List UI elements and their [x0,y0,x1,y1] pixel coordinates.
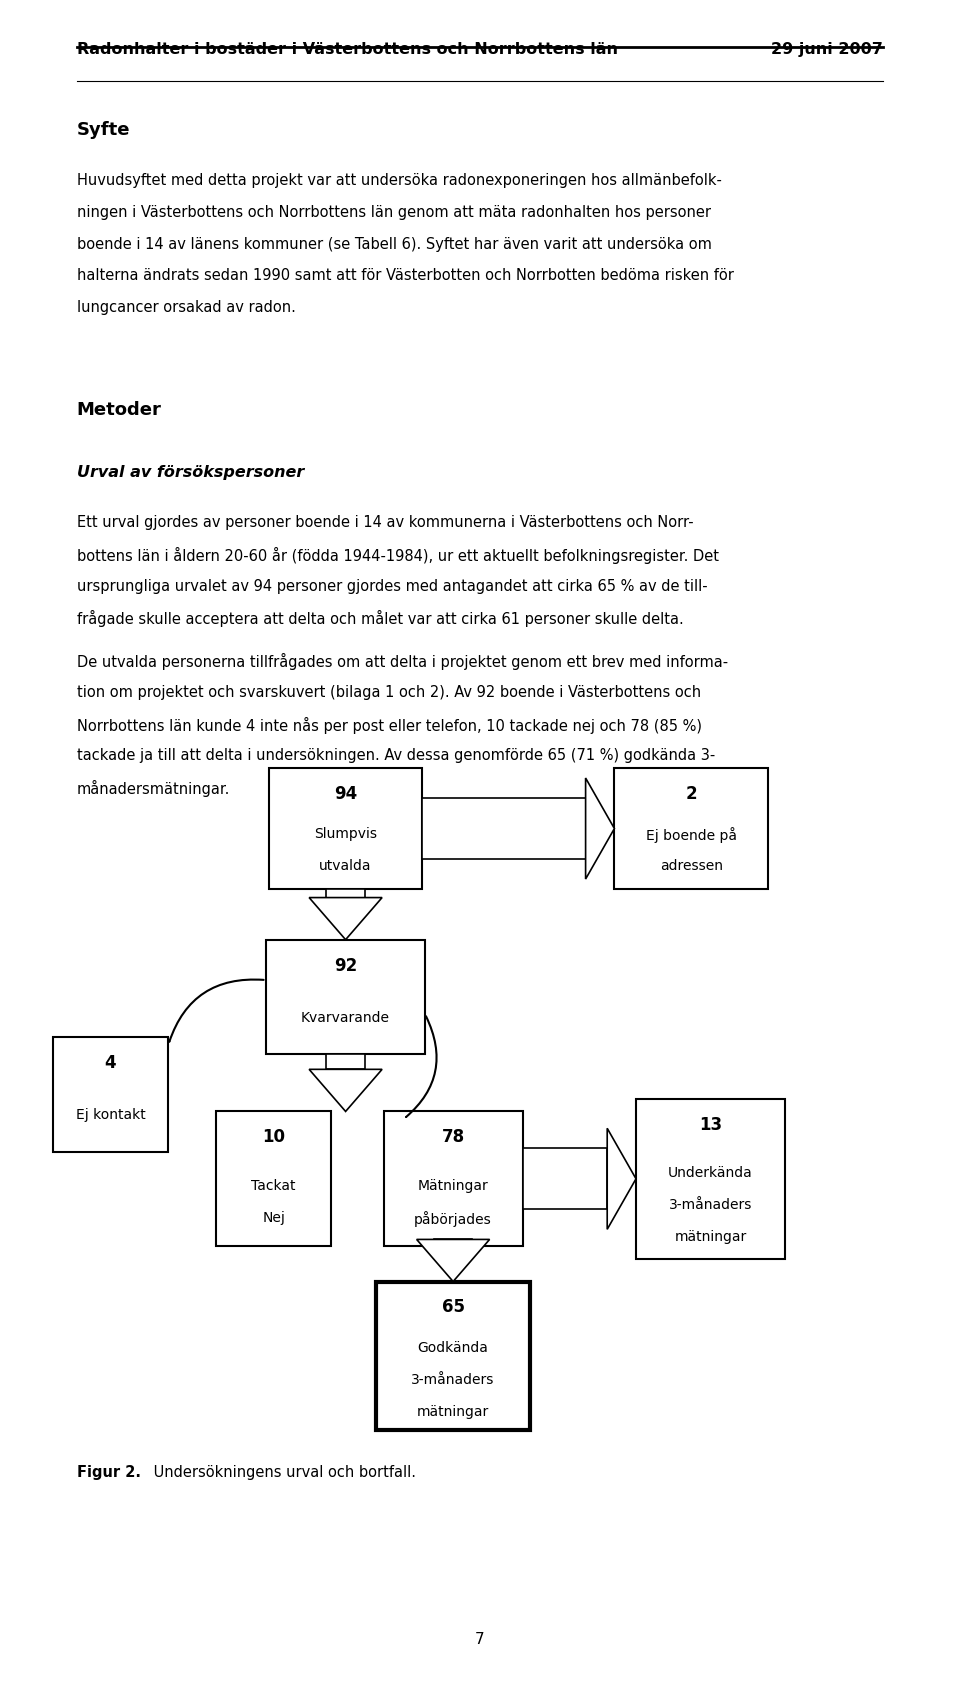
Text: adressen: adressen [660,859,723,872]
Text: Ett urval gjordes av personer boende i 14 av kommunerna i Västerbottens och Norr: Ett urval gjordes av personer boende i 1… [77,515,693,530]
FancyArrowPatch shape [406,1015,437,1116]
Text: ursprungliga urvalet av 94 personer gjordes med antagandet att cirka 65 % av de : ursprungliga urvalet av 94 personer gjor… [77,579,708,594]
Text: tion om projektet och svarskuvert (bilaga 1 och 2). Av 92 boende i Västerbottens: tion om projektet och svarskuvert (bilag… [77,685,701,701]
Polygon shape [309,898,382,940]
Text: Undersökningens urval och bortfall.: Undersökningens urval och bortfall. [149,1465,416,1480]
Text: bottens län i åldern 20-60 år (födda 1944-1984), ur ett aktuellt befolkningsregi: bottens län i åldern 20-60 år (födda 194… [77,547,719,564]
Text: boende i 14 av länens kommuner (se Tabell 6). Syftet har även varit att undersök: boende i 14 av länens kommuner (se Tabel… [77,237,711,253]
Text: Ej boende på: Ej boende på [646,827,736,844]
Text: 7: 7 [475,1632,485,1647]
Polygon shape [417,1239,490,1282]
Text: Radonhalter i bostäder i Västerbottens och Norrbottens län: Radonhalter i bostäder i Västerbottens o… [77,42,618,57]
Text: Slumpvis: Slumpvis [314,827,377,840]
Text: 13: 13 [699,1115,722,1133]
Polygon shape [607,1128,636,1229]
Text: Norrbottens län kunde 4 inte nås per post eller telefon, 10 tackade nej och 78 (: Norrbottens län kunde 4 inte nås per pos… [77,717,702,734]
Text: 94: 94 [334,785,357,803]
Text: lungcancer orsakad av radon.: lungcancer orsakad av radon. [77,300,296,315]
Bar [376,1282,530,1430]
Text: utvalda: utvalda [320,859,372,872]
Text: 3-månaders: 3-månaders [412,1374,494,1388]
Text: påbörjades: påbörjades [415,1211,492,1228]
Bar [266,940,424,1054]
Text: 78: 78 [442,1128,465,1147]
Text: 65: 65 [442,1298,465,1317]
Polygon shape [586,778,614,879]
Text: halterna ändrats sedan 1990 samt att för Västerbotten och Norrbotten bedöma risk: halterna ändrats sedan 1990 samt att för… [77,268,733,283]
Polygon shape [309,1069,382,1111]
Text: Underkända: Underkända [668,1165,753,1180]
Bar [326,1054,365,1069]
Bar [434,1239,472,1246]
Text: ningen i Västerbottens och Norrbottens län genom att mäta radonhalten hos person: ningen i Västerbottens och Norrbottens l… [77,205,710,221]
FancyArrowPatch shape [169,980,264,1042]
Text: Ej kontakt: Ej kontakt [76,1108,145,1122]
Text: mätningar: mätningar [674,1229,747,1244]
Bar [326,889,365,898]
Bar [269,768,422,889]
Text: Huvudsyftet med detta projekt var att undersöka radonexponeringen hos allmänbefo: Huvudsyftet med detta projekt var att un… [77,173,722,189]
Bar [383,1111,522,1246]
Text: Godkända: Godkända [418,1342,489,1356]
Text: 29 juni 2007: 29 juni 2007 [771,42,883,57]
Bar [522,1148,608,1209]
Bar [53,1037,168,1152]
Bar [422,798,586,859]
Text: 10: 10 [262,1128,285,1147]
Text: Urval av försökspersoner: Urval av försökspersoner [77,465,304,480]
Text: mätningar: mätningar [417,1406,490,1420]
Text: 3-månaders: 3-månaders [669,1197,752,1212]
Text: Figur 2.: Figur 2. [77,1465,141,1480]
Bar [636,1098,784,1260]
Text: Metoder: Metoder [77,401,161,419]
Text: Tackat: Tackat [252,1179,296,1192]
Text: 92: 92 [334,957,357,975]
Bar [216,1111,331,1246]
Text: Mätningar: Mätningar [418,1179,489,1192]
Text: Kvarvarande: Kvarvarande [301,1010,390,1024]
Text: månadersmätningar.: månadersmätningar. [77,780,230,797]
Text: 2: 2 [685,785,697,803]
Text: frågade skulle acceptera att delta och målet var att cirka 61 personer skulle de: frågade skulle acceptera att delta och m… [77,610,684,628]
Text: Nej: Nej [262,1211,285,1224]
Text: Syfte: Syfte [77,121,131,140]
Text: 4: 4 [105,1054,116,1073]
Text: De utvalda personerna tillfrågades om att delta i projektet genom ett brev med i: De utvalda personerna tillfrågades om at… [77,653,728,670]
Bar [614,768,768,889]
Text: tackade ja till att delta i undersökningen. Av dessa genomförde 65 (71 %) godkän: tackade ja till att delta i undersökning… [77,748,715,763]
